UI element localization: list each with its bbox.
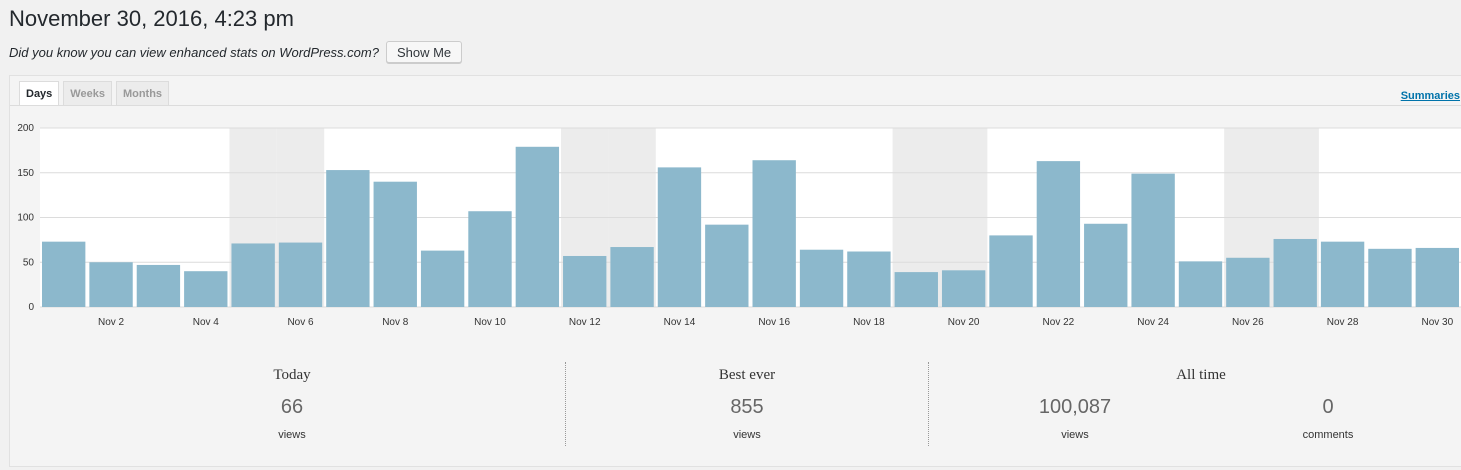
x-tick-label: Nov 4 [193, 317, 220, 328]
bar [42, 241, 86, 307]
bar [610, 247, 654, 307]
bar [563, 255, 607, 307]
x-tick-label: Nov 12 [569, 317, 601, 328]
bar [1226, 257, 1270, 307]
stats-summary: Today 66 views Best ever 855 views All t… [9, 362, 1459, 446]
stats-promo: Did you know you can view enhanced stats… [9, 41, 463, 63]
x-tick-label: Nov 30 [1421, 317, 1453, 328]
y-tick-label: 100 [17, 213, 34, 224]
x-tick-label: Nov 24 [1137, 317, 1169, 328]
show-me-button[interactable]: Show Me [385, 41, 463, 63]
bar [989, 235, 1033, 307]
bar [420, 250, 465, 307]
promo-text: Did you know you can view enhanced stats… [9, 44, 379, 60]
today-views-value: 66 [280, 396, 304, 418]
x-tick-label: Nov 14 [664, 317, 696, 328]
x-tick-label: Nov 6 [287, 317, 314, 328]
bar [657, 167, 702, 307]
stats-divider [928, 362, 929, 446]
x-tick-label: Nov 20 [948, 317, 980, 328]
bar [1178, 261, 1223, 307]
x-tick-label: Nov 26 [1232, 317, 1264, 328]
all-time-views-unit: views [1061, 429, 1089, 441]
bar [1036, 161, 1081, 307]
x-tick-label: Nov 28 [1327, 317, 1359, 328]
bar [847, 251, 891, 307]
bar [752, 160, 796, 307]
all-time-comments-value: 0 [1322, 396, 1334, 418]
best-ever-heading: Best ever [718, 367, 776, 383]
today-views-unit: views [278, 429, 306, 441]
y-tick-label: 50 [23, 257, 35, 268]
bar [705, 224, 749, 307]
x-tick-label: Nov 18 [853, 317, 885, 328]
bar [326, 170, 370, 307]
x-tick-label: Nov 10 [474, 317, 506, 328]
bar [278, 242, 323, 307]
bar [468, 211, 512, 307]
summaries-link[interactable]: Summaries [1400, 90, 1460, 102]
bar [515, 146, 560, 307]
y-tick-label: 200 [17, 123, 34, 134]
bar [1368, 248, 1412, 307]
chart-top-border [10, 105, 1461, 106]
period-tabs: Days Weeks Months [19, 81, 170, 106]
x-tick-label: Nov 2 [98, 317, 125, 328]
x-tick-label: Nov 16 [758, 317, 790, 328]
all-time-views-value: 100,087 [1038, 396, 1112, 418]
bar [1415, 247, 1459, 307]
tab-weeks[interactable]: Weeks [63, 81, 112, 105]
bar [1084, 223, 1128, 307]
x-tick-label: Nov 22 [1043, 317, 1075, 328]
bar [894, 272, 938, 307]
bar [1320, 241, 1365, 307]
today-heading: Today [273, 367, 311, 383]
bar [1273, 238, 1317, 307]
y-tick-label: 150 [17, 168, 34, 179]
stats-divider [565, 362, 566, 446]
bar [231, 243, 275, 307]
views-bar-chart: 0 50 100 150 200 Nov 2 Nov 4 Nov 6 Nov 8 Nov 10 No… [17, 123, 1461, 328]
bar [1131, 173, 1175, 307]
bar [941, 270, 986, 307]
tab-days[interactable]: Days [19, 81, 60, 106]
best-ever-unit: views [733, 429, 761, 441]
best-ever-value: 855 [730, 396, 764, 418]
y-tick-label: 0 [28, 302, 34, 313]
page-title: November 30, 2016, 4:23 pm [9, 6, 294, 31]
all-time-heading: All time [1176, 367, 1226, 383]
tab-months[interactable]: Months [115, 81, 170, 105]
x-tick-label: Nov 8 [382, 317, 409, 328]
bar [136, 264, 181, 307]
bar [373, 181, 417, 307]
bar [89, 262, 133, 307]
all-time-comments-unit: comments [1302, 429, 1354, 441]
bar [799, 249, 844, 307]
bar [184, 271, 228, 307]
